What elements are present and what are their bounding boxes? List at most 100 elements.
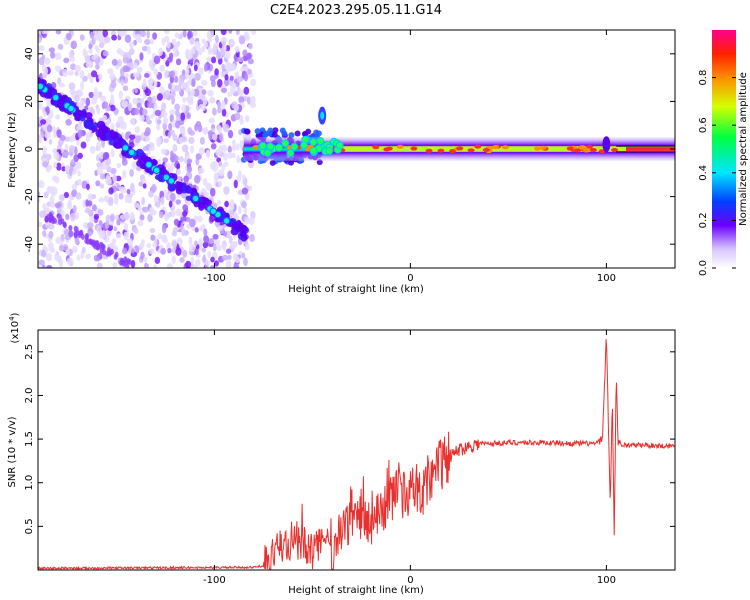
heatmap-noise-point <box>171 96 175 105</box>
heatmap-noise-point <box>49 247 56 253</box>
heatmap-noise-point <box>214 172 219 181</box>
heatmap-noise-point <box>118 30 124 37</box>
heatmap-noise-point <box>132 97 139 105</box>
heatmap-noise-point <box>194 40 201 50</box>
heatmap-noise-point <box>227 145 232 154</box>
heatmap-trace-peak <box>222 217 231 225</box>
heatmap-noise-point <box>181 82 189 88</box>
heatmap-noise-point <box>243 207 248 214</box>
heatmap-noise-point <box>237 56 244 63</box>
heatmap-noise-point <box>91 193 97 200</box>
heatmap-ridge-point <box>309 146 318 155</box>
heatmap-noise-point <box>141 197 146 206</box>
heatmap-noise-point <box>205 182 212 190</box>
heatmap-noise-point <box>56 129 62 138</box>
heatmap-noise-point <box>80 141 87 149</box>
heatmap-noise-point <box>194 258 201 268</box>
heatmap-noise-point <box>233 179 238 189</box>
heatmap-noise-point <box>225 44 231 52</box>
heatmap-noise-point <box>140 251 145 260</box>
heatmap-noise-point <box>176 163 181 170</box>
heatmap-noise-point <box>84 50 88 57</box>
heatmap-noise-point <box>237 205 242 215</box>
heatmap-noise-point <box>190 256 195 264</box>
heatmap-noise-point <box>238 35 246 45</box>
heatmap-noise-point <box>74 94 80 103</box>
heatmap-noise-point <box>144 38 151 45</box>
heatmap-noise-point <box>182 204 189 212</box>
heatmap-noise-point <box>53 161 58 169</box>
heatmap-ridge-point <box>263 148 272 157</box>
heatmap-x-tick-label: 0 <box>407 273 413 284</box>
heatmap-noise-point <box>164 35 170 43</box>
heatmap-noise-point <box>113 226 118 232</box>
colorbar: 0.0 0.2 0.4 0.6 0.8 Normalized spectral ampl… <box>698 30 749 276</box>
heatmap-noise-point <box>142 183 147 189</box>
heatmap-noise-point <box>223 161 229 167</box>
snr-scale-exponent: 4 <box>8 316 16 321</box>
heatmap-noise-point <box>46 265 53 268</box>
heatmap-trace-point <box>220 210 226 220</box>
heatmap-noise-point <box>201 127 209 134</box>
heatmap-trace-point <box>84 237 89 244</box>
heatmap-noise-point <box>221 40 227 47</box>
heatmap-noise-point <box>59 234 65 243</box>
heatmap-noise-point <box>50 51 56 59</box>
heatmap-noise-point <box>209 161 217 170</box>
heatmap-trace-point <box>176 181 184 188</box>
heatmap-noise-point <box>244 192 250 201</box>
heatmap-noise-point <box>170 209 176 218</box>
heatmap-noise-point <box>217 101 222 109</box>
heatmap-trace-point <box>90 239 95 246</box>
heatmap-noise-point <box>94 87 98 96</box>
heatmap-trace-point <box>186 186 192 194</box>
heatmap-noise-point <box>229 199 235 208</box>
heatmap-noise-point <box>124 72 129 79</box>
heatmap-noise-point <box>102 152 108 161</box>
heatmap-trace-point <box>85 122 94 130</box>
colorbar-tick-label: 0.2 <box>698 212 709 228</box>
heatmap-noise-point <box>89 216 95 223</box>
heatmap-noise-point <box>180 112 186 121</box>
heatmap-noise-point <box>210 79 216 88</box>
heatmap-noise-point <box>66 201 73 210</box>
heatmap-noise-point <box>57 43 64 50</box>
heatmap-noise-point <box>124 34 132 43</box>
heatmap-noise-point <box>227 129 234 139</box>
heatmap-noise-point <box>92 30 97 35</box>
heatmap-noise-point <box>66 257 74 265</box>
heatmap-noise-point <box>210 256 215 263</box>
heatmap-noise-point <box>194 248 199 256</box>
heatmap-noise-point <box>129 134 136 140</box>
snr-x-ticks: -100 0 100 <box>203 330 616 586</box>
heatmap-noise-point <box>88 91 94 99</box>
heatmap-noise-point <box>228 30 233 34</box>
heatmap-noise-point <box>169 113 174 123</box>
heatmap-noise-point <box>139 242 145 248</box>
heatmap-x-label: Height of straight line (km) <box>288 284 424 295</box>
colorbar-ticks: 0.0 0.2 0.4 0.6 0.8 <box>698 70 736 276</box>
heatmap-noise-point <box>175 109 180 117</box>
heatmap-noise-point <box>160 196 165 206</box>
heatmap-noise-point <box>38 180 45 189</box>
heatmap-noise-point <box>111 34 117 41</box>
heatmap-noise-point <box>54 52 62 61</box>
heatmap-noise-point <box>44 247 49 253</box>
heatmap-noise-point <box>48 47 56 53</box>
heatmap-trace-point <box>68 224 73 231</box>
heatmap-noise-point <box>110 148 115 158</box>
heatmap-noise-point <box>161 102 167 111</box>
heatmap-trace-point <box>46 213 51 220</box>
heatmap-ridge-peak <box>425 148 433 153</box>
heatmap-noise-point <box>128 41 134 49</box>
heatmap-noise-point <box>106 118 111 124</box>
heatmap-noise-point <box>150 209 157 216</box>
heatmap-noise-point <box>118 90 124 100</box>
heatmap-trace-point <box>111 132 118 140</box>
heatmap-noise-point <box>75 192 82 200</box>
heatmap-noise-point <box>82 222 89 229</box>
heatmap-noise-point <box>148 59 154 69</box>
heatmap-noise-point <box>182 96 187 103</box>
heatmap-ridge-peak <box>586 144 594 149</box>
